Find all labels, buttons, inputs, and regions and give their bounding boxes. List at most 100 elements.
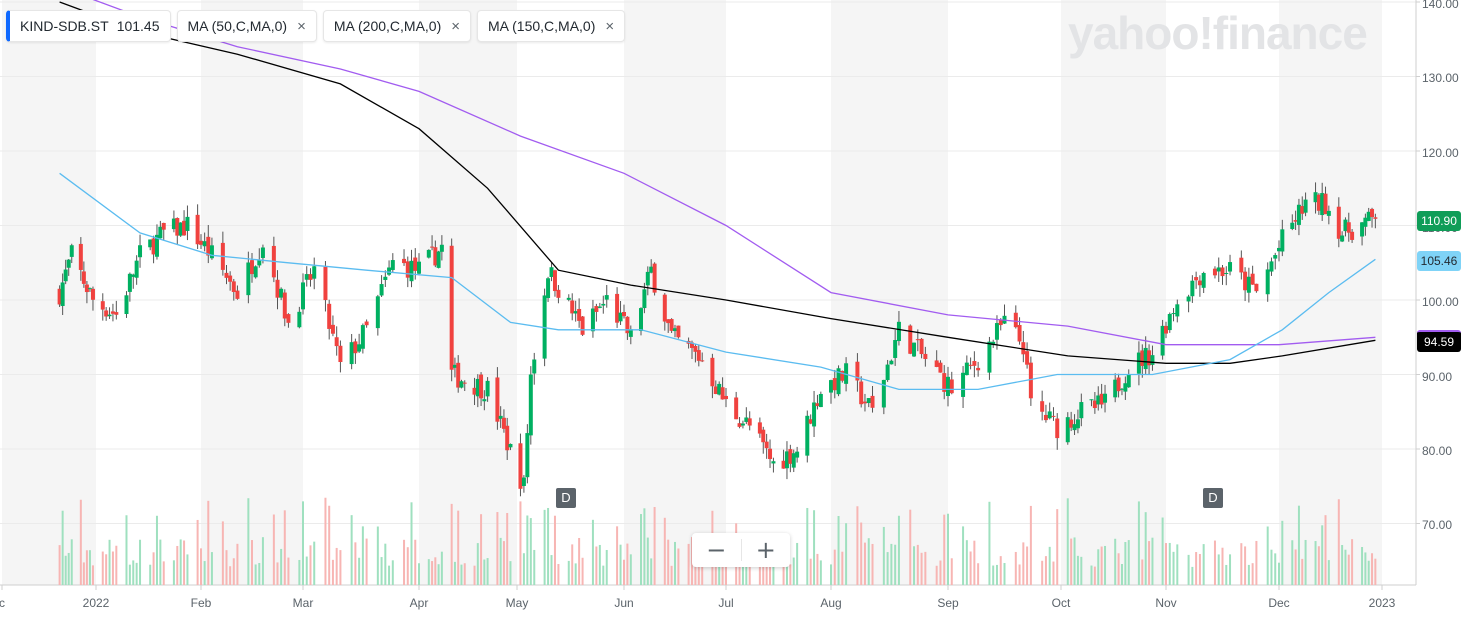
candle-body (69, 245, 74, 257)
candle-body (409, 260, 414, 282)
volume-bar (643, 508, 646, 585)
candle-body (1273, 255, 1278, 259)
dividend-marker[interactable]: D (556, 488, 576, 508)
volume-bar (882, 526, 885, 585)
candle-body (673, 328, 677, 332)
symbol-price: 101.45 (116, 18, 160, 34)
candle-body (402, 258, 407, 264)
volume-bar (1127, 540, 1130, 585)
volume-bar (339, 550, 342, 585)
zoom-out-button[interactable]: − (692, 533, 741, 567)
volume-bar (574, 563, 577, 585)
candle-body (1194, 277, 1199, 281)
volume-bar (738, 560, 741, 585)
candle-body (1175, 304, 1180, 317)
dividend-marker[interactable]: D (1203, 488, 1223, 508)
volume-bar (1114, 538, 1117, 585)
candle-body (1065, 417, 1070, 443)
candle-body (757, 422, 762, 434)
candle-body (1265, 269, 1270, 295)
candle-body (549, 267, 554, 277)
candle-body (795, 451, 800, 458)
candle-body (1366, 211, 1371, 221)
volume-bar (650, 558, 653, 585)
volume-bar (1270, 549, 1273, 585)
candle-body (1096, 395, 1101, 405)
close-icon[interactable]: × (605, 17, 615, 35)
volume-bar (1165, 543, 1167, 585)
volume-bar (1144, 512, 1147, 585)
candle-body (885, 364, 890, 381)
volume-bar (1314, 541, 1317, 585)
candle-body (60, 282, 65, 306)
volume-bar (1274, 553, 1277, 585)
volume-bar (1187, 554, 1190, 585)
volume-bar (1141, 559, 1144, 585)
close-icon[interactable]: × (451, 17, 461, 35)
volume-bar (70, 539, 73, 585)
indicator-pill-ma200[interactable]: MA (200,C,MA,0) × (322, 10, 472, 42)
volume-bar (473, 565, 476, 585)
volume-bar (450, 503, 453, 585)
candle-body (1239, 257, 1244, 273)
volume-bar (1003, 563, 1006, 585)
candle-body (1150, 355, 1155, 365)
candle-body (100, 301, 105, 310)
volume-bar (480, 514, 483, 585)
volume-bar (553, 515, 556, 585)
zoom-control: − + (692, 533, 790, 567)
candle-body (472, 387, 477, 395)
volume-bar (837, 516, 840, 585)
volume-bar (82, 562, 85, 585)
volume-bar (506, 512, 509, 585)
volume-bar (502, 541, 505, 585)
candle-body (235, 290, 240, 299)
candle-body (360, 325, 365, 349)
volume-bar (414, 539, 417, 585)
candle-body (615, 293, 620, 323)
candle-body (710, 357, 715, 387)
symbol-pill[interactable]: KIND-SDB.ST 101.45 (6, 10, 171, 42)
volume-bar (529, 518, 532, 585)
candle-body (1123, 383, 1128, 392)
volume-bar (897, 515, 900, 585)
candle-body (1099, 393, 1104, 405)
candle-body (430, 246, 435, 248)
volume-bar (1281, 520, 1284, 585)
candle-body (968, 364, 973, 366)
volume-bar (358, 557, 361, 585)
indicator-pill-ma50[interactable]: MA (50,C,MA,0) × (176, 10, 317, 42)
candle-body (788, 449, 793, 464)
candle-body (946, 376, 950, 397)
candle-body (964, 362, 969, 376)
volume-bar (909, 509, 912, 585)
volume-bar (947, 513, 949, 585)
volume-bar (298, 559, 301, 585)
volume-bar (350, 515, 353, 585)
volume-bar (547, 507, 550, 585)
candle-body (482, 399, 487, 402)
volume-bar (1044, 556, 1047, 585)
candle-body (1092, 400, 1097, 409)
candle-body (747, 418, 752, 426)
volume-bar (221, 521, 224, 585)
candle-body (649, 266, 654, 273)
volume-bar (1041, 560, 1044, 585)
candle-body (1013, 312, 1018, 328)
zoom-in-button[interactable]: + (742, 533, 791, 567)
candle-body (479, 374, 484, 399)
volume-bar (519, 501, 522, 585)
candle-body (859, 381, 864, 405)
candle-body (784, 451, 789, 469)
close-icon[interactable]: × (297, 17, 306, 35)
indicator-pill-ma150[interactable]: MA (150,C,MA,0) × (477, 10, 626, 42)
volume-bar (207, 500, 210, 585)
candle-body (604, 295, 609, 300)
volume-bar (1120, 563, 1123, 585)
volume-bar (1244, 546, 1247, 585)
candle-body (696, 350, 701, 361)
candle-body (158, 226, 163, 239)
volume-bar (88, 550, 91, 585)
volume-bar (581, 557, 584, 585)
ma200-line (59, 1, 1376, 364)
